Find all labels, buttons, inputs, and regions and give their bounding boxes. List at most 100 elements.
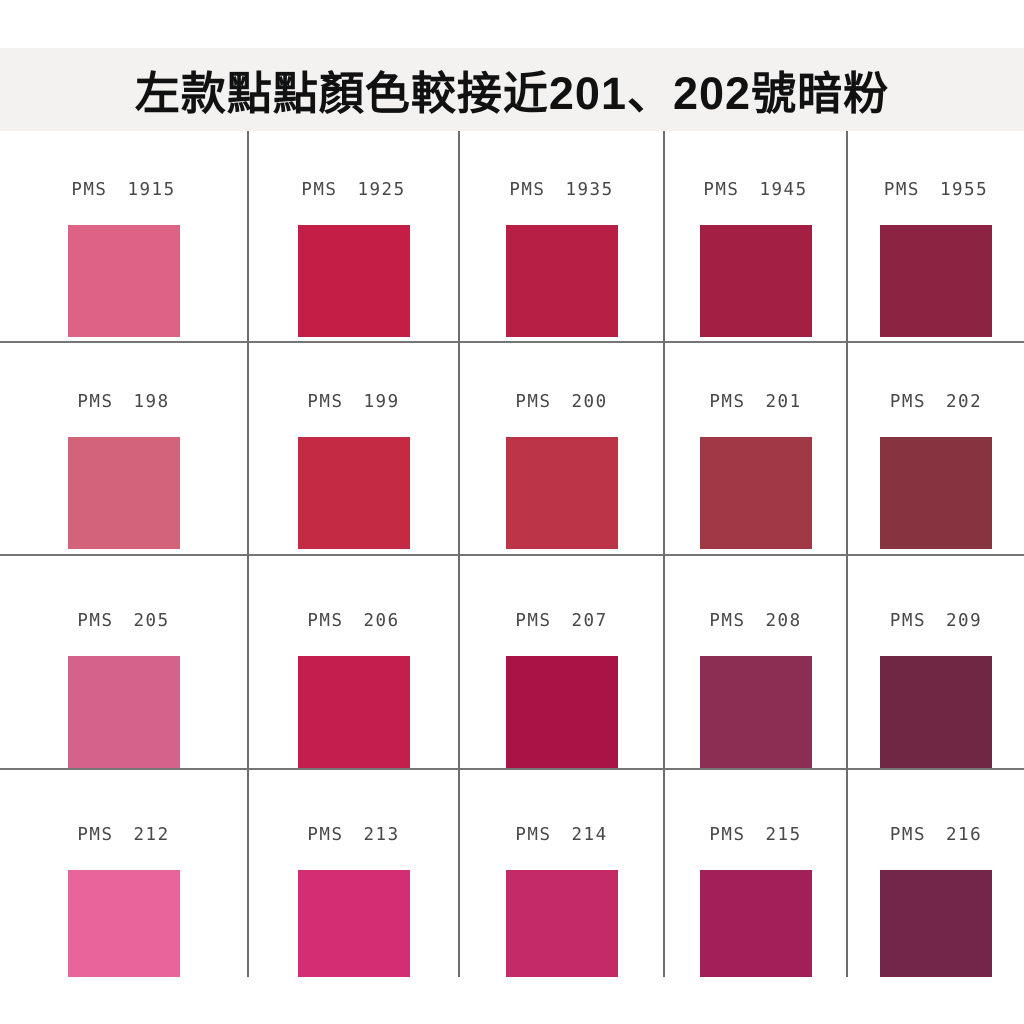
swatch-cell-pms-207: PMS 207	[460, 556, 665, 770]
pms-prefix: PMS	[77, 825, 114, 845]
swatch-cell-pms-214: PMS 214	[460, 770, 665, 977]
pms-prefix: PMS	[301, 180, 338, 200]
pms-prefix: PMS	[515, 825, 552, 845]
swatch-row-2: PMS 198 PMS 199 PMS 200 PMS 201 PMS 202	[0, 343, 1024, 556]
pms-code: 200	[571, 392, 608, 412]
color-swatch	[67, 225, 180, 337]
color-swatch	[67, 437, 180, 549]
pms-code: 214	[571, 825, 608, 845]
pms-label: PMS 212	[77, 824, 169, 846]
swatch-row-4: PMS 212 PMS 213 PMS 214 PMS 215 PMS 216	[0, 770, 1024, 977]
pms-code: 205	[133, 611, 170, 631]
color-swatch	[699, 437, 812, 549]
pms-prefix: PMS	[703, 180, 740, 200]
pms-code: 199	[363, 392, 400, 412]
pms-prefix: PMS	[709, 825, 746, 845]
swatch-cell-pms-205: PMS 205	[0, 556, 249, 770]
pms-label: PMS 208	[709, 610, 801, 632]
swatch-cell-pms-215: PMS 215	[665, 770, 848, 977]
pms-prefix: PMS	[709, 611, 746, 631]
pms-prefix: PMS	[509, 180, 546, 200]
color-swatch	[880, 437, 992, 549]
pms-label: PMS 1935	[509, 179, 613, 201]
color-swatch	[505, 437, 618, 549]
pms-label: PMS 202	[890, 391, 982, 413]
pms-label: PMS 207	[515, 610, 607, 632]
pms-code: 216	[946, 825, 983, 845]
pms-label: PMS 205	[77, 610, 169, 632]
pms-prefix: PMS	[515, 392, 552, 412]
pms-prefix: PMS	[77, 611, 114, 631]
pms-code: 208	[765, 611, 802, 631]
color-swatch	[880, 225, 992, 337]
color-swatch	[699, 225, 812, 337]
pms-prefix: PMS	[889, 392, 926, 412]
swatch-cell-pms-209: PMS 209	[848, 556, 1024, 770]
swatch-cell-pms-201: PMS 201	[665, 343, 848, 556]
pms-label: PMS 213	[307, 824, 399, 846]
pms-label: PMS 200	[515, 391, 607, 413]
pms-label: PMS 206	[307, 610, 399, 632]
pms-label: PMS 1955	[884, 179, 988, 201]
pms-code: 202	[946, 392, 983, 412]
swatch-cell-pms-200: PMS 200	[460, 343, 665, 556]
pms-prefix: PMS	[307, 392, 344, 412]
pms-prefix: PMS	[307, 611, 344, 631]
swatch-grid: PMS 1915 PMS 1925 PMS 1935 PMS 1945 PMS 1955	[0, 131, 1024, 977]
pms-prefix: PMS	[889, 825, 926, 845]
swatch-cell-pms-213: PMS 213	[249, 770, 460, 977]
pms-code: 213	[363, 825, 400, 845]
color-swatch	[505, 656, 618, 768]
pms-label: PMS 1915	[71, 179, 175, 201]
pms-code: 198	[133, 392, 170, 412]
color-swatch	[880, 870, 992, 977]
title-band: 左款點點顏色較接近201、202號暗粉	[0, 48, 1024, 131]
swatch-row-3: PMS 205 PMS 206 PMS 207 PMS 208 PMS 209	[0, 556, 1024, 770]
pms-label: PMS 201	[709, 391, 801, 413]
pms-code: 215	[765, 825, 802, 845]
pms-code: 201	[765, 392, 802, 412]
pms-code: 1945	[759, 180, 808, 200]
pms-code: 1935	[565, 180, 614, 200]
pms-label: PMS 199	[307, 391, 399, 413]
pms-prefix: PMS	[71, 180, 108, 200]
swatch-cell-pms-199: PMS 199	[249, 343, 460, 556]
color-swatch	[297, 656, 410, 768]
color-swatch	[699, 656, 812, 768]
pms-code: 206	[363, 611, 400, 631]
pms-label: PMS 216	[890, 824, 982, 846]
pms-prefix: PMS	[883, 180, 920, 200]
swatch-cell-pms-1945: PMS 1945	[665, 131, 848, 343]
swatch-cell-pms-206: PMS 206	[249, 556, 460, 770]
color-swatch	[67, 870, 180, 977]
color-swatch	[505, 225, 618, 337]
pms-code: 1925	[357, 180, 406, 200]
pms-label: PMS 215	[709, 824, 801, 846]
pms-prefix: PMS	[515, 611, 552, 631]
color-swatch	[67, 656, 180, 768]
swatch-cell-pms-1915: PMS 1915	[0, 131, 249, 343]
swatch-cell-pms-212: PMS 212	[0, 770, 249, 977]
color-swatch	[297, 437, 410, 549]
pms-code: 212	[133, 825, 170, 845]
swatch-cell-pms-202: PMS 202	[848, 343, 1024, 556]
pms-label: PMS 1945	[703, 179, 807, 201]
color-swatch	[880, 656, 992, 768]
pms-label: PMS 209	[890, 610, 982, 632]
color-swatch	[297, 870, 410, 977]
pms-code: 207	[571, 611, 608, 631]
pms-prefix: PMS	[889, 611, 926, 631]
color-swatch	[297, 225, 410, 337]
pms-label: PMS 214	[515, 824, 607, 846]
pms-label: PMS 1925	[301, 179, 405, 201]
page-title: 左款點點顏色較接近201、202號暗粉	[134, 68, 890, 119]
pms-prefix: PMS	[77, 392, 114, 412]
swatch-cell-pms-1935: PMS 1935	[460, 131, 665, 343]
swatch-cell-pms-216: PMS 216	[848, 770, 1024, 977]
swatch-cell-pms-198: PMS 198	[0, 343, 249, 556]
swatch-row-1: PMS 1915 PMS 1925 PMS 1935 PMS 1945 PMS 1955	[0, 131, 1024, 343]
pms-code: 209	[946, 611, 983, 631]
pms-prefix: PMS	[709, 392, 746, 412]
pms-prefix: PMS	[307, 825, 344, 845]
